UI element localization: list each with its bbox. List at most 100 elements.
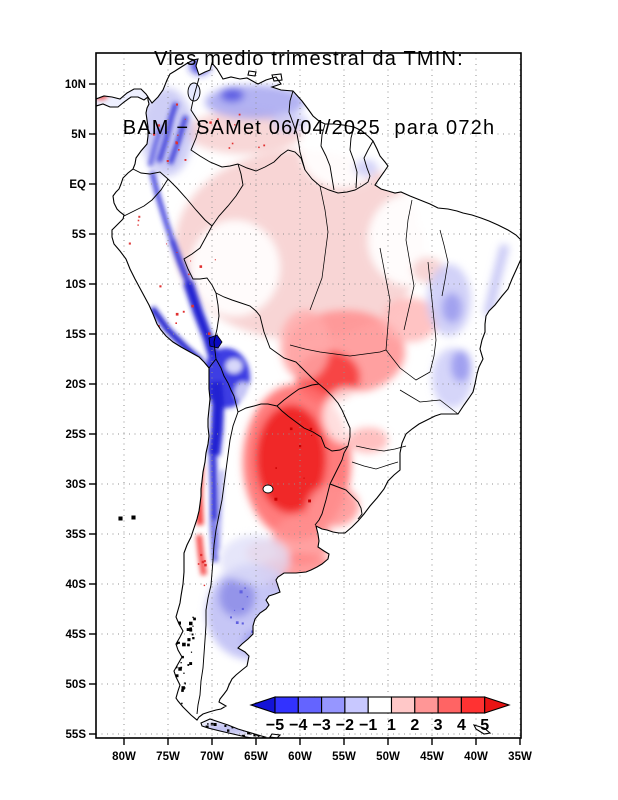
fjord-texture (175, 674, 179, 678)
lat-tick-label-50S: 50S (66, 679, 87, 691)
lat-tick-label-55S: 55S (66, 729, 87, 741)
speckle (188, 273, 190, 276)
fjord-texture (181, 686, 185, 690)
speckle (159, 336, 162, 339)
longitude-axis: 80W 75W 70W 65W 60W 55W 50W 45W 40W 35W (112, 738, 532, 763)
fjord-texture (255, 731, 257, 734)
speckle (178, 149, 180, 151)
fjord-texture (169, 667, 173, 671)
speckle (175, 322, 177, 324)
speckle (241, 622, 244, 625)
colorbar-label-5: 5 (480, 717, 489, 734)
fjord-texture (193, 617, 196, 621)
fjord-texture (168, 732, 172, 735)
fjord-texture (192, 637, 195, 640)
fjord-texture (190, 651, 193, 653)
fjord-texture (168, 710, 172, 713)
colorbar-segment (460, 696, 486, 714)
country-borders (123, 77, 374, 715)
speckle (166, 160, 169, 163)
fjord-texture (180, 666, 183, 669)
fjord-texture (170, 667, 174, 671)
speckle (138, 215, 141, 218)
lat-tick-label-25S: 25S (66, 429, 87, 441)
fjord-texture (224, 725, 227, 727)
fjord-texture (178, 667, 182, 671)
speckle (201, 560, 205, 564)
fjord-texture (175, 715, 179, 719)
speckle (152, 133, 156, 136)
fjord-texture (165, 731, 167, 733)
fjord-texture (180, 713, 185, 717)
speckle (137, 224, 139, 226)
fjord-texture (191, 633, 194, 636)
lat-tick-label-35S: 35S (66, 529, 87, 541)
speckle (200, 553, 203, 557)
lat-tick-label-45S: 45S (66, 629, 87, 641)
fjord-texture (205, 725, 209, 729)
lat-tick-label-5N: 5N (71, 129, 86, 141)
speckle (118, 251, 120, 254)
fjord-texture (181, 728, 183, 730)
fjord-texture (192, 616, 194, 619)
fjord-texture (229, 722, 233, 726)
speckle (263, 144, 266, 147)
speckle (275, 467, 277, 469)
speckle (228, 147, 231, 149)
fjord-texture (207, 723, 209, 725)
fjord-texture (180, 662, 182, 664)
fjord-texture (189, 627, 192, 630)
fjord-texture (168, 712, 172, 716)
fjord-texture (181, 702, 183, 705)
fjord-texture (184, 687, 186, 689)
plot-frame (95, 52, 522, 739)
fjord-texture (257, 735, 260, 737)
lat-tick-label-20S: 20S (66, 379, 87, 391)
speckle (177, 134, 179, 136)
speckle (277, 125, 279, 127)
speckle (309, 427, 313, 431)
fjord-texture (164, 721, 168, 725)
fjord-texture (161, 721, 163, 724)
fjord-texture (204, 730, 206, 733)
speckle (166, 243, 168, 245)
fjord-texture (173, 631, 176, 634)
colorbar-label-−4: −4 (289, 717, 307, 734)
speckle (175, 103, 178, 106)
lon-tick-label-70W: 70W (200, 751, 224, 763)
colorbar-label-2: 2 (410, 717, 419, 734)
fjord-texture (163, 705, 167, 709)
colorbar-label-−1: −1 (359, 717, 377, 734)
lon-tick-label-60W: 60W (288, 751, 312, 763)
colorbar-segment (344, 696, 369, 714)
speckle (311, 434, 313, 436)
fjord-texture (250, 726, 252, 729)
colorbar-segment (274, 696, 299, 714)
fjord-texture (165, 688, 168, 690)
speckle (244, 587, 246, 589)
speckle (203, 560, 206, 563)
fjord-texture (171, 655, 174, 659)
speckle (308, 499, 311, 503)
fjord-texture (187, 643, 190, 647)
fjord-texture (172, 676, 175, 679)
lon-tick-label-35W: 35W (508, 751, 532, 763)
fjord-texture (227, 729, 230, 732)
lon-tick-label-45W: 45W (420, 751, 444, 763)
fjord-texture (159, 731, 162, 733)
fjord-texture (176, 722, 179, 725)
colorbar-legend: −5 −4 −3 −2 −1 1 2 3 4 5 (249, 696, 511, 734)
speckle (176, 251, 178, 253)
fjord-texture (189, 662, 193, 665)
fjord-texture (180, 732, 184, 736)
speckle (238, 113, 241, 116)
fjord-texture (181, 689, 184, 692)
fjord-texture (169, 675, 173, 678)
fjord-texture (183, 672, 185, 674)
fjord-texture (186, 628, 190, 631)
speckle (204, 563, 207, 567)
fjord-texture (187, 664, 190, 666)
speckle (217, 118, 219, 120)
fjord-texture (180, 726, 184, 729)
